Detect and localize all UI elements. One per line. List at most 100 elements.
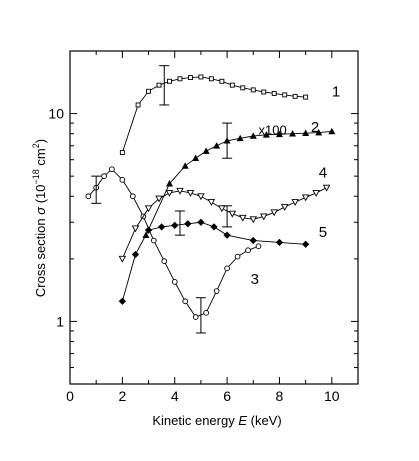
series-line <box>145 131 332 236</box>
data-point <box>184 220 192 228</box>
data-point <box>249 216 258 224</box>
data-point <box>224 265 230 272</box>
data-point <box>203 309 209 316</box>
data-point <box>187 75 193 81</box>
data-point <box>234 253 241 260</box>
data-point <box>186 190 195 197</box>
error-bar <box>91 175 102 204</box>
data-point <box>119 150 125 155</box>
data-point <box>302 129 310 136</box>
axes: 0 2 4 6 8 10 1 10 <box>48 50 359 404</box>
x-tick-label: 6 <box>223 388 231 404</box>
data-point <box>223 231 231 239</box>
data-point <box>249 132 257 139</box>
data-point <box>135 102 141 108</box>
data-point <box>118 255 127 263</box>
data-point <box>302 240 310 248</box>
data-point <box>207 199 216 207</box>
data-point <box>213 288 220 294</box>
y-axis-label-unit-base: (10 <box>33 184 48 206</box>
curve-label: 5 <box>319 224 327 241</box>
data-point <box>119 176 126 183</box>
data-point <box>240 85 246 91</box>
data-point <box>219 78 225 84</box>
curve-label: x100 <box>259 122 287 137</box>
data-point <box>202 147 210 154</box>
plot-area: 1 2 x100 4 5 3 <box>85 65 340 334</box>
x-tick-label: 2 <box>118 388 126 404</box>
data-point <box>262 131 270 138</box>
x-tick-label: 8 <box>276 388 284 404</box>
data-point <box>210 223 218 231</box>
curve-label: 4 <box>319 165 327 182</box>
data-point <box>303 94 309 100</box>
data-point <box>131 250 140 259</box>
data-point <box>198 74 204 80</box>
error-bar <box>222 205 233 228</box>
series-line <box>87 168 259 318</box>
data-point <box>228 210 237 218</box>
data-point <box>328 127 336 135</box>
x-axis-label: Kinetic energy E (keV) <box>152 413 281 428</box>
data-point <box>156 82 162 88</box>
data-point <box>109 166 115 173</box>
x-tick-label: 4 <box>171 388 179 404</box>
y-axis-label-unit: cm <box>33 148 48 169</box>
data-point <box>197 193 205 201</box>
error-bar <box>174 210 185 236</box>
data-point <box>315 128 323 136</box>
data-point <box>275 130 283 138</box>
data-point <box>282 92 288 98</box>
y-axis-label-symbol: σ <box>33 206 48 215</box>
data-point <box>229 82 235 88</box>
data-point <box>280 204 289 211</box>
data-point <box>167 78 172 84</box>
data-point <box>101 173 107 179</box>
data-point <box>129 193 136 200</box>
series-5 <box>118 218 310 305</box>
series-line <box>121 187 327 260</box>
data-point <box>249 236 257 245</box>
data-point <box>275 238 284 247</box>
error-bar <box>222 122 233 159</box>
curve-label: 2 <box>311 119 319 136</box>
data-point <box>182 298 189 305</box>
data-point <box>144 205 153 213</box>
x-axis-label-symbol: E <box>238 413 247 428</box>
data-point <box>259 213 268 221</box>
series-line <box>121 76 306 153</box>
series-1 <box>119 74 309 155</box>
data-point <box>158 223 166 231</box>
data-point <box>292 93 298 99</box>
data-point <box>85 193 92 200</box>
data-point <box>322 184 331 192</box>
y-axis-label-text: Cross section <box>33 215 48 297</box>
curve-label: 3 <box>251 271 259 288</box>
data-point <box>146 88 151 94</box>
data-point <box>250 87 256 93</box>
curve-label: 1 <box>332 83 340 100</box>
data-point <box>218 205 226 213</box>
data-point <box>177 76 183 82</box>
y-tick-label: 10 <box>48 106 64 122</box>
x-tick-label: 10 <box>324 388 340 404</box>
x-axis-label-text: Kinetic energy <box>152 413 238 428</box>
data-point <box>118 297 126 305</box>
x-tick-label: 0 <box>66 388 74 404</box>
plot-frame <box>69 50 359 385</box>
y-axis-label-unit-exponent: 2 <box>31 143 41 148</box>
y-axis-label: Cross section σ (10−18 cm2) <box>31 139 48 297</box>
series-line <box>121 221 306 302</box>
error-bar <box>195 297 206 334</box>
data-point <box>236 134 244 142</box>
data-point <box>181 162 189 169</box>
data-point <box>271 90 277 96</box>
data-point <box>176 187 184 195</box>
data-point <box>301 194 310 202</box>
data-point <box>161 258 168 264</box>
data-point <box>192 154 200 161</box>
data-point <box>171 279 178 285</box>
series-3 <box>85 166 262 320</box>
data-point <box>144 226 153 234</box>
